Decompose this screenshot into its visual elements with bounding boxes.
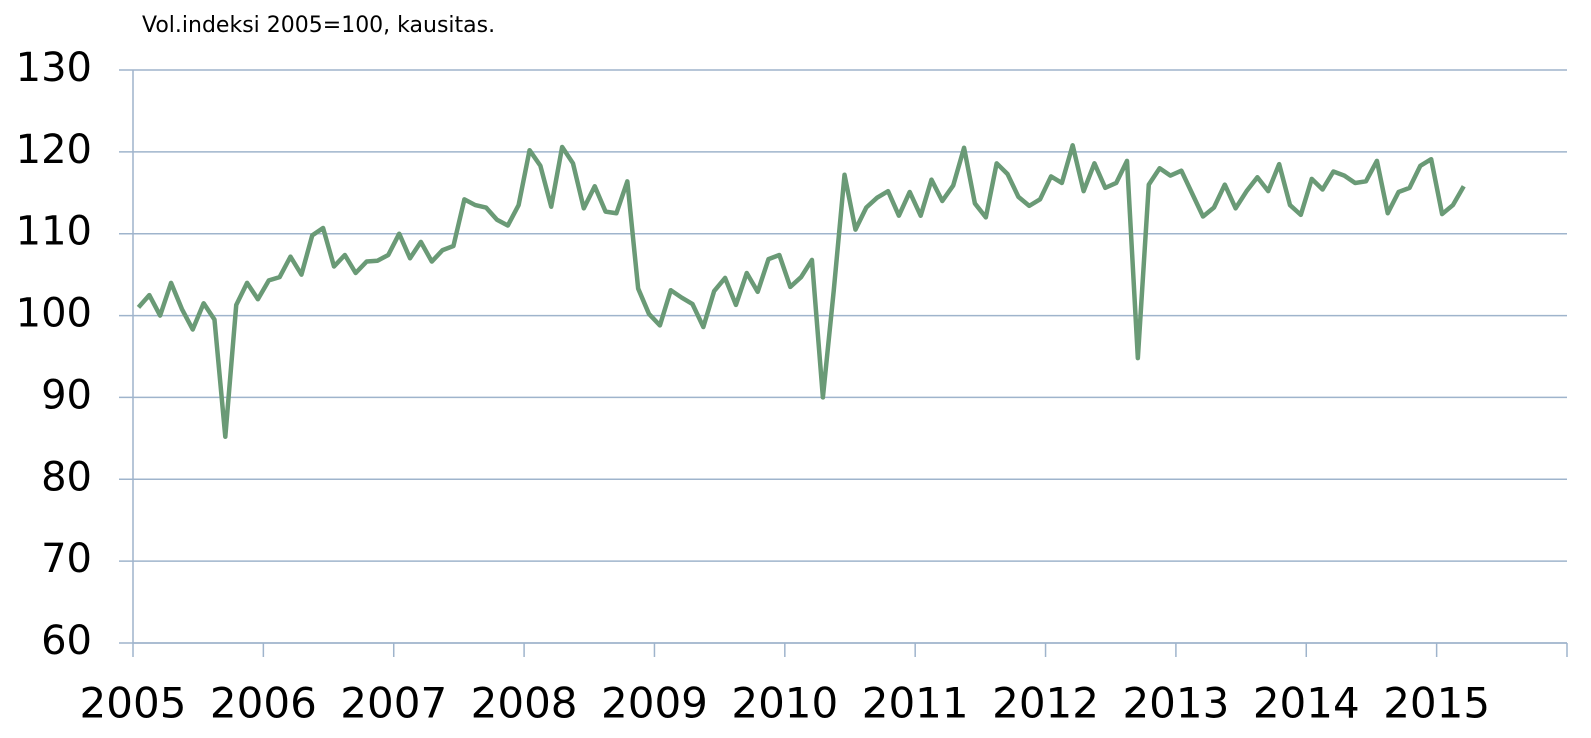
y-tick-label: 120	[16, 127, 92, 173]
x-tick-label: 2013	[1122, 679, 1229, 728]
x-tick-label: 2009	[601, 679, 708, 728]
x-tick-label: 2007	[340, 679, 447, 728]
line	[136, 143, 1466, 439]
y-tick-label: 100	[16, 291, 92, 337]
x-tick-label: 2015	[1383, 679, 1490, 728]
chart-title: Vol.indeksi 2005=100, kausitas.	[142, 13, 495, 38]
y-tick-label: 110	[16, 209, 92, 255]
x-tick-label: 2006	[210, 679, 317, 728]
y-tick-label: 70	[41, 536, 92, 582]
x-tick-label: 2014	[1253, 679, 1360, 728]
x-tick-label: 2008	[471, 679, 578, 728]
x-tick-label: 2011	[862, 679, 969, 728]
y-tick-label: 90	[41, 372, 92, 418]
y-tick-label: 130	[16, 45, 92, 91]
x-tick-label: 2005	[80, 679, 187, 728]
y-tick-label: 60	[41, 618, 92, 664]
y-tick-label: 80	[41, 454, 92, 500]
x-tick-label: 2012	[992, 679, 1099, 728]
x-tick-label: 2010	[731, 679, 838, 728]
